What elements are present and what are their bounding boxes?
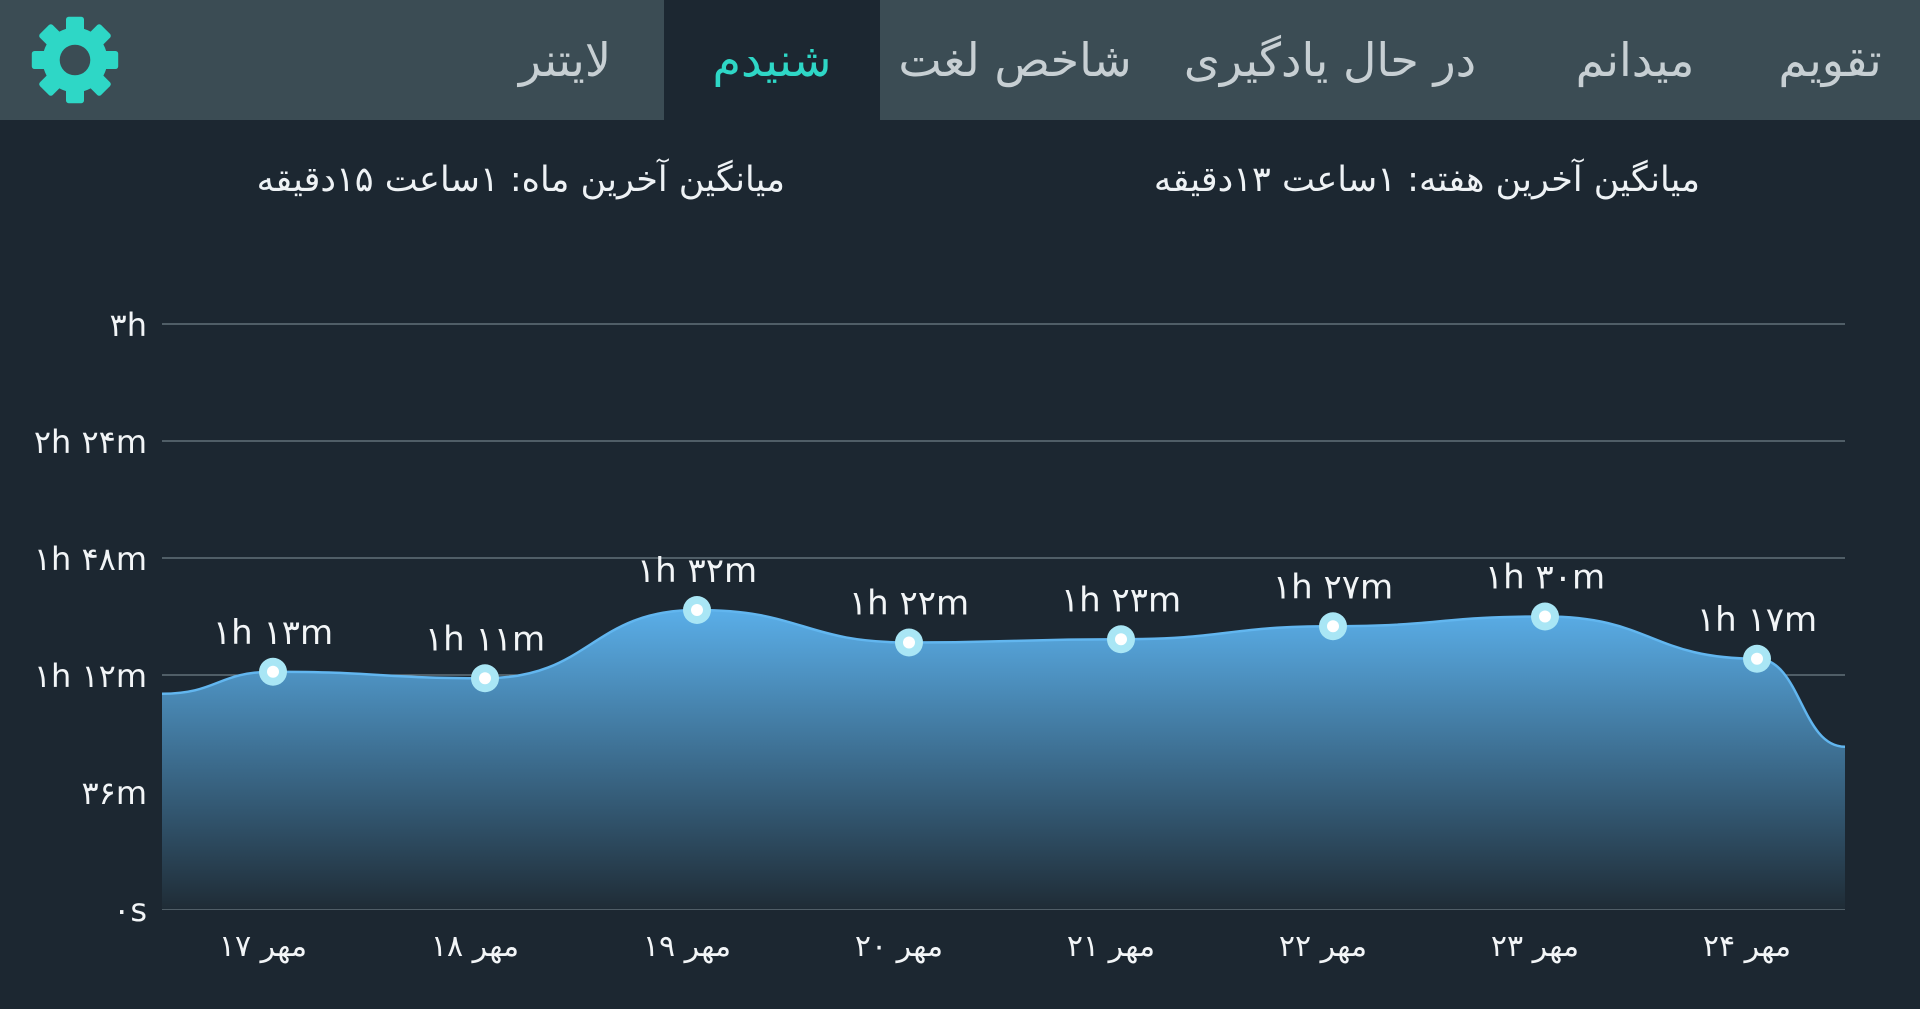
tab-known[interactable]: میدانم	[1575, 33, 1695, 87]
data-point-center	[1327, 620, 1339, 633]
x-tick-label: ۲۰ مهر	[855, 929, 943, 964]
month-average: میانگین آخرین ماه: ۱ساعت ۱۵دقیقه	[257, 160, 785, 200]
week-average-label: میانگین آخرین هفته:	[1407, 160, 1700, 200]
tab-word-index[interactable]: شاخص لغت	[898, 33, 1132, 87]
x-tick-label: ۱۷ مهر	[219, 929, 307, 964]
data-label: ۱h ۱۳m	[213, 613, 333, 653]
data-label: ۱h ۲۳m	[1061, 580, 1181, 620]
series-line	[161, 608, 1846, 748]
data-label: ۱h ۱۱m	[425, 619, 545, 659]
data-point-center	[903, 636, 915, 649]
data-point-center	[267, 665, 279, 678]
x-tick-label: ۲۲ مهر	[1279, 929, 1367, 964]
data-point-center	[691, 604, 703, 616]
data-label: ۱h ۱۷m	[1697, 600, 1817, 640]
data-label: ۱h ۲۲m	[849, 584, 969, 624]
tab-listened[interactable]: شنیدم	[664, 0, 880, 120]
x-tick-label: ۲۱ مهر	[1067, 929, 1155, 964]
data-point-center	[479, 672, 491, 685]
gear-icon[interactable]	[30, 15, 120, 105]
y-tick-label: ۳۶m	[81, 774, 147, 812]
y-tick-label: ۱h ۱۲m	[34, 657, 147, 695]
tab-learning[interactable]: در حال یادگیری	[1183, 33, 1477, 87]
data-label: ۱h ۳۰m	[1485, 558, 1605, 598]
data-point-center	[1751, 652, 1763, 665]
y-tick-label: ۰s	[113, 891, 147, 929]
tab-leitner[interactable]: لایتنر	[518, 33, 612, 87]
data-label: ۱h ۳۲m	[637, 551, 757, 591]
month-average-label: میانگین آخرین ماه:	[509, 160, 785, 200]
data-label: ۱h ۲۷m	[1273, 567, 1393, 607]
x-tick-label: ۱۸ مهر	[431, 929, 519, 964]
week-average-value: ۱ساعت ۱۳دقیقه	[1153, 160, 1397, 200]
week-average: میانگین آخرین هفته: ۱ساعت ۱۳دقیقه	[1154, 160, 1700, 200]
tab-calendar[interactable]: تقویم	[1778, 33, 1882, 87]
y-tick-label: ۳h	[110, 306, 147, 344]
y-tick-label: ۱h ۴۸m	[34, 540, 147, 578]
month-average-value: ۱ساعت ۱۵دقیقه	[256, 160, 499, 200]
area-fill	[162, 610, 1845, 909]
tab-bar	[0, 0, 1920, 120]
x-tick-label: ۲۴ مهر	[1703, 929, 1791, 964]
x-tick-label: ۱۹ مهر	[643, 929, 731, 964]
y-tick-label: ۲h ۲۴m	[34, 423, 147, 461]
data-point-center	[1115, 633, 1127, 646]
x-tick-label: ۲۳ مهر	[1491, 929, 1579, 964]
data-point-center	[1539, 610, 1551, 623]
